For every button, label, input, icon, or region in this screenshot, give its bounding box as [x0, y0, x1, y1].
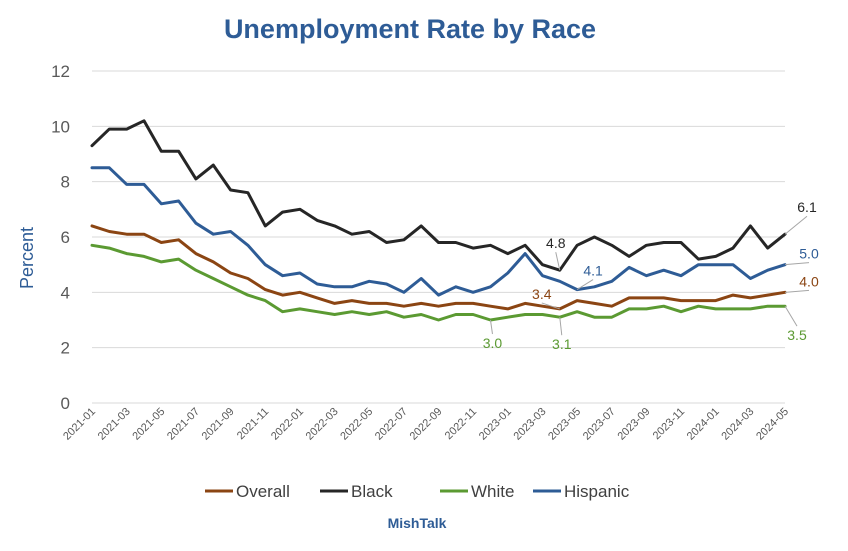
data-label-leader	[489, 319, 493, 335]
series-line-white	[90, 243, 787, 322]
data-label: 4.1	[583, 263, 603, 279]
data-label-leader	[559, 317, 563, 336]
data-label-leader	[784, 289, 810, 293]
legend-label: Overall	[236, 482, 290, 501]
data-label: 5.0	[799, 246, 819, 262]
y-axis-ticks: 0 2 4 6 8 10 12	[51, 62, 70, 413]
data-label-leader	[784, 305, 798, 327]
x-tick-label: 2021-03	[96, 406, 133, 443]
y-tick-label: 0	[61, 394, 70, 413]
source-label: MishTalk	[388, 515, 447, 531]
x-tick-label: 2024-03	[719, 406, 756, 443]
legend-label: White	[471, 482, 514, 501]
x-tick-label: 2021-07	[165, 406, 202, 443]
y-tick-label: 12	[51, 62, 70, 81]
x-tick-label: 2022-11	[443, 406, 479, 442]
data-label: 4.8	[546, 235, 566, 251]
data-label-leader	[541, 302, 560, 310]
y-tick-label: 4	[61, 283, 70, 302]
x-axis-ticks: 2021-012021-032021-052021-072021-092021-…	[61, 406, 791, 443]
x-tick-label: 2023-07	[581, 406, 618, 443]
x-tick-label: 2021-09	[200, 406, 237, 443]
data-label: 3.5	[787, 327, 807, 343]
legend-label: Hispanic	[564, 482, 630, 501]
legend-label: Black	[351, 482, 393, 501]
data-label-leader	[784, 262, 810, 266]
y-axis-label: Percent	[17, 227, 37, 289]
x-tick-label: 2022-01	[269, 406, 306, 443]
data-label: 4.0	[799, 273, 819, 289]
data-label-leader	[576, 279, 594, 290]
x-tick-label: 2022-05	[338, 406, 375, 443]
y-tick-label: 10	[51, 117, 70, 136]
data-labels: 4.8 4.1 3.4 3.0 3.1 6.1 5.0 4.0 3.5	[483, 199, 819, 352]
data-label: 3.0	[483, 335, 503, 351]
chart-title: Unemployment Rate by Race	[224, 14, 596, 44]
series-line-black	[90, 119, 787, 272]
x-tick-label: 2023-05	[546, 406, 583, 443]
series-line-overall	[90, 224, 787, 311]
data-label-leader	[784, 215, 808, 235]
x-tick-label: 2022-03	[304, 406, 341, 443]
x-tick-label: 2023-11	[651, 406, 687, 442]
x-tick-label: 2021-05	[130, 406, 167, 443]
x-tick-label: 2022-07	[373, 406, 410, 443]
data-label-leader	[555, 252, 561, 271]
data-label: 3.4	[532, 286, 552, 302]
series-line-hispanic	[90, 166, 787, 297]
y-tick-label: 2	[61, 339, 70, 358]
x-tick-label: 2024-05	[754, 406, 791, 443]
series-lines	[90, 119, 787, 322]
data-label: 6.1	[797, 199, 817, 215]
x-tick-label: 2024-01	[685, 406, 722, 443]
data-label: 3.1	[552, 336, 572, 352]
legend: Overall Black White Hispanic	[205, 482, 630, 501]
x-tick-label: 2023-09	[615, 406, 652, 443]
gridlines	[92, 70, 785, 404]
y-tick-label: 6	[61, 228, 70, 247]
x-tick-label: 2021-11	[235, 406, 271, 442]
x-tick-label: 2022-09	[408, 406, 445, 443]
x-tick-label: 2023-01	[477, 406, 514, 443]
x-tick-label: 2023-03	[512, 406, 549, 443]
y-tick-label: 8	[61, 173, 70, 192]
